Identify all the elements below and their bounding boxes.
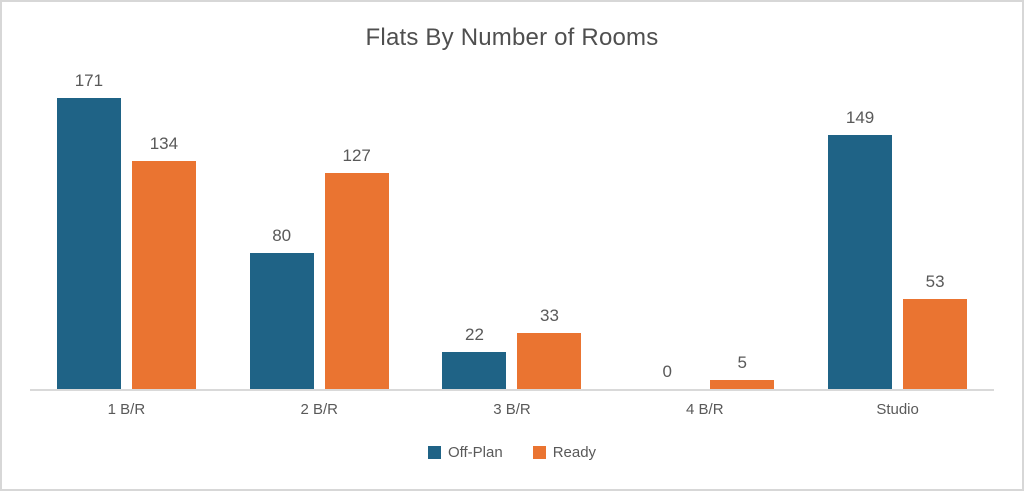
bar-group-1-b-r: 171 134 bbox=[30, 61, 223, 389]
bar-group-2-b-r: 80 127 bbox=[223, 61, 416, 389]
bar-wrap-ready-3-b-r: 33 bbox=[517, 306, 582, 389]
data-label-off-plan-4-b-r: 0 bbox=[662, 362, 673, 381]
bar-wrap-off-plan-4-b-r: 0 bbox=[635, 362, 699, 389]
bar-wrap-ready-studio: 53 bbox=[903, 272, 968, 389]
bar-ready-3-b-r bbox=[517, 333, 582, 389]
x-axis-label-4-b-r: 4 B/R bbox=[686, 401, 724, 418]
bar-ready-1-b-r bbox=[131, 161, 196, 389]
bar-wrap-ready-4-b-r: 5 bbox=[710, 353, 775, 389]
legend-item-ready: Ready bbox=[532, 444, 597, 461]
legend-item-off-plan: Off-Plan bbox=[427, 444, 503, 461]
data-label-ready-1-b-r: 134 bbox=[149, 134, 179, 153]
data-label-off-plan-1-b-r: 171 bbox=[74, 71, 104, 90]
data-label-off-plan-3-b-r: 22 bbox=[465, 325, 484, 344]
bar-off-plan-studio bbox=[828, 135, 893, 389]
bar-off-plan-2-b-r bbox=[249, 253, 314, 389]
plot-area: 171 134 80 127 22 33 0 5 149 53 bbox=[30, 61, 994, 391]
bar-wrap-ready-1-b-r: 134 bbox=[131, 134, 196, 389]
data-label-ready-3-b-r: 33 bbox=[540, 306, 559, 325]
x-axis-label-2-b-r: 2 B/R bbox=[300, 401, 338, 418]
bar-off-plan-3-b-r bbox=[442, 352, 507, 389]
data-label-ready-4-b-r: 5 bbox=[737, 353, 748, 372]
x-axis-label-1-b-r: 1 B/R bbox=[107, 401, 146, 418]
bar-group-studio: 149 53 bbox=[801, 61, 994, 389]
data-label-ready-2-b-r: 127 bbox=[342, 146, 371, 165]
bar-off-plan-1-b-r bbox=[56, 98, 121, 389]
legend-marker-ready bbox=[532, 446, 546, 459]
x-axis-labels: 1 B/R 2 B/R 3 B/R 4 B/R Studio bbox=[30, 391, 994, 418]
legend-label-off-plan: Off-Plan bbox=[447, 444, 503, 461]
data-label-ready-studio: 53 bbox=[925, 272, 945, 291]
legend-label-ready: Ready bbox=[552, 444, 597, 461]
bar-wrap-off-plan-3-b-r: 22 bbox=[442, 325, 507, 389]
bar-ready-2-b-r bbox=[324, 173, 389, 389]
bar-wrap-off-plan-1-b-r: 171 bbox=[56, 71, 121, 389]
bar-ready-4-b-r bbox=[710, 380, 775, 389]
data-label-off-plan-studio: 149 bbox=[845, 108, 875, 127]
bar-wrap-ready-2-b-r: 127 bbox=[324, 146, 389, 389]
x-axis-label-studio: Studio bbox=[876, 401, 919, 418]
chart-title: Flats By Number of Rooms bbox=[365, 24, 659, 51]
bar-wrap-off-plan-studio: 149 bbox=[828, 108, 893, 389]
legend-marker-off-plan bbox=[427, 446, 441, 459]
data-label-off-plan-2-b-r: 80 bbox=[272, 226, 292, 245]
x-axis-label-3-b-r: 3 B/R bbox=[493, 401, 531, 418]
legend: Off-Plan Ready bbox=[2, 444, 1022, 461]
bar-wrap-off-plan-2-b-r: 80 bbox=[249, 226, 314, 389]
bar-ready-studio bbox=[903, 299, 968, 389]
bar-group-3-b-r: 22 33 bbox=[416, 61, 609, 389]
